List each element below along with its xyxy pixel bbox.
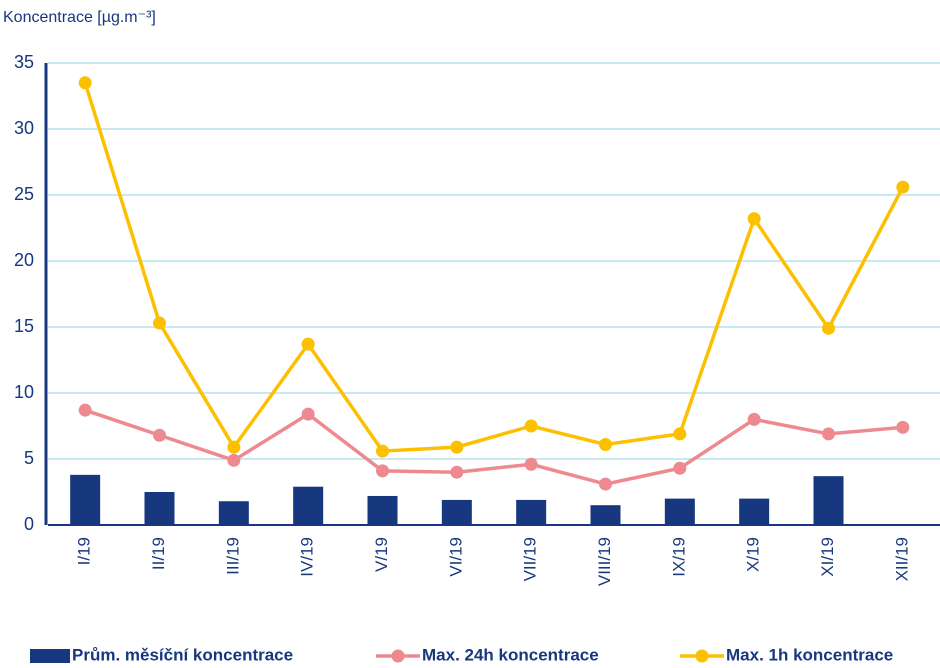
y-tick-label: 20 [14, 250, 34, 270]
point [376, 444, 389, 458]
point [822, 427, 835, 441]
point [78, 76, 92, 90]
point [599, 477, 612, 491]
point [673, 427, 687, 441]
x-tick-label: XII/19 [892, 537, 911, 581]
point [301, 407, 315, 421]
bar [144, 492, 175, 525]
bar [293, 486, 324, 525]
legend-marker [695, 649, 709, 663]
bar [70, 474, 101, 525]
point [822, 321, 835, 335]
line [83, 82, 905, 453]
point [227, 440, 241, 454]
bar [218, 501, 249, 525]
point [747, 412, 761, 426]
bar [516, 499, 547, 525]
point [524, 457, 538, 471]
y-tick-label: 0 [24, 514, 34, 534]
bar [367, 495, 398, 525]
legend-label: Max. 1h koncentrace [726, 645, 893, 664]
x-tick-label: XI/19 [818, 537, 837, 577]
bar [441, 499, 472, 525]
x-tick-label: IV/19 [298, 537, 317, 577]
y-tick-label: 30 [14, 118, 34, 138]
y-tick-label: 25 [14, 184, 34, 204]
point [153, 428, 166, 442]
point [153, 316, 166, 330]
point [450, 440, 464, 454]
line [84, 408, 903, 486]
point [524, 419, 538, 433]
y-tick-label: 10 [14, 382, 34, 402]
x-tick-label: VI/19 [446, 537, 465, 577]
x-tick-label: VII/19 [521, 537, 540, 581]
point [747, 212, 761, 226]
x-tick-label: III/19 [223, 537, 242, 575]
point [896, 180, 910, 194]
point [78, 403, 92, 417]
bar [664, 498, 695, 525]
point [376, 464, 389, 478]
point [301, 337, 315, 351]
x-tick-label: V/19 [372, 537, 391, 572]
legend-label: Max. 24h koncentrace [422, 645, 599, 664]
x-tick-label: VIII/19 [595, 537, 614, 586]
x-tick-label: X/19 [744, 537, 763, 572]
point [673, 461, 687, 475]
point [227, 453, 241, 467]
y-tick-label: 5 [24, 448, 34, 468]
bar [739, 498, 770, 525]
x-tick-label: I/19 [75, 537, 94, 565]
legend-label: Prům. měsíční koncentrace [72, 645, 293, 664]
bar [813, 476, 844, 525]
x-tick-label: IX/19 [669, 537, 688, 577]
point [896, 420, 910, 434]
y-tick-label: 15 [14, 316, 34, 336]
y-axis-label: Koncentrace [µg.m⁻³] [3, 9, 156, 26]
legend-swatch [30, 649, 70, 663]
x-tick-label: II/19 [149, 537, 168, 570]
point [450, 465, 464, 479]
bar [590, 505, 621, 525]
point [599, 437, 612, 451]
y-tick-label: 35 [14, 52, 34, 72]
legend-marker [391, 649, 405, 663]
